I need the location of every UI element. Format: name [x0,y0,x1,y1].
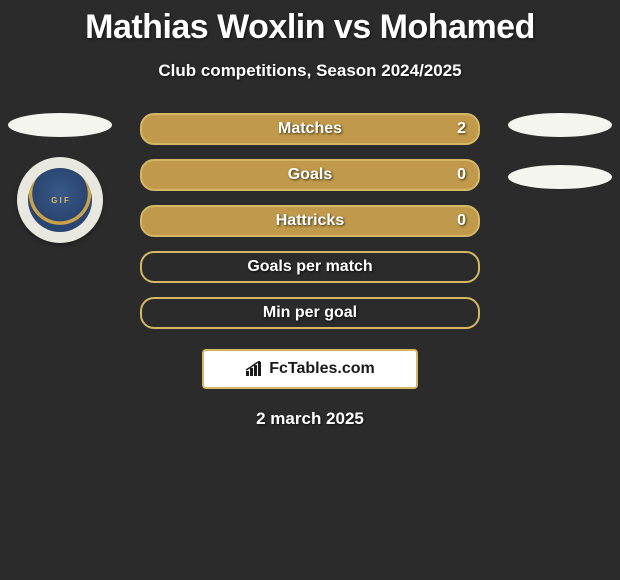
player-left-oval [8,113,112,137]
stat-rows: Matches 2 Goals 0 Hattricks 0 Goals per match M… [140,113,480,329]
stat-value-right: 2 [457,120,466,138]
stat-label: Goals [288,166,332,184]
club-crest-left: G I F [17,157,103,243]
stat-row: Goals 0 [140,159,480,191]
crest-text: G I F [51,196,69,205]
stat-label: Matches [278,120,342,138]
stat-label: Hattricks [276,212,344,230]
page-title: Mathias Woxlin vs Mohamed [0,0,620,47]
brand-text: FcTables.com [269,360,375,378]
player-right-badges [508,113,612,189]
player-right-oval-2 [508,165,612,189]
comparison-chart: G I F Matches 2 Goals 0 Hattricks 0 Goals per … [0,113,620,329]
brand-attribution: FcTables.com [202,349,418,389]
stat-label: Goals per match [247,258,372,276]
stat-row: Matches 2 [140,113,480,145]
chart-icon [245,361,265,377]
stat-row: Goals per match [140,251,480,283]
page-subtitle: Club competitions, Season 2024/2025 [0,61,620,81]
stat-row: Min per goal [140,297,480,329]
player-right-oval-1 [508,113,612,137]
report-date: 2 march 2025 [0,409,620,429]
stat-label: Min per goal [263,304,357,322]
stat-row: Hattricks 0 [140,205,480,237]
player-left-badges: G I F [8,113,112,243]
crest-graphic: G I F [28,168,92,232]
stat-value-right: 0 [457,212,466,230]
stat-value-right: 0 [457,166,466,184]
